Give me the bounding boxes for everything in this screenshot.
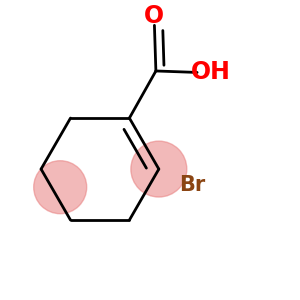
Text: OH: OH — [190, 60, 230, 84]
Circle shape — [131, 141, 187, 197]
Circle shape — [34, 161, 87, 214]
Text: Br: Br — [180, 175, 206, 195]
Text: O: O — [144, 4, 164, 28]
